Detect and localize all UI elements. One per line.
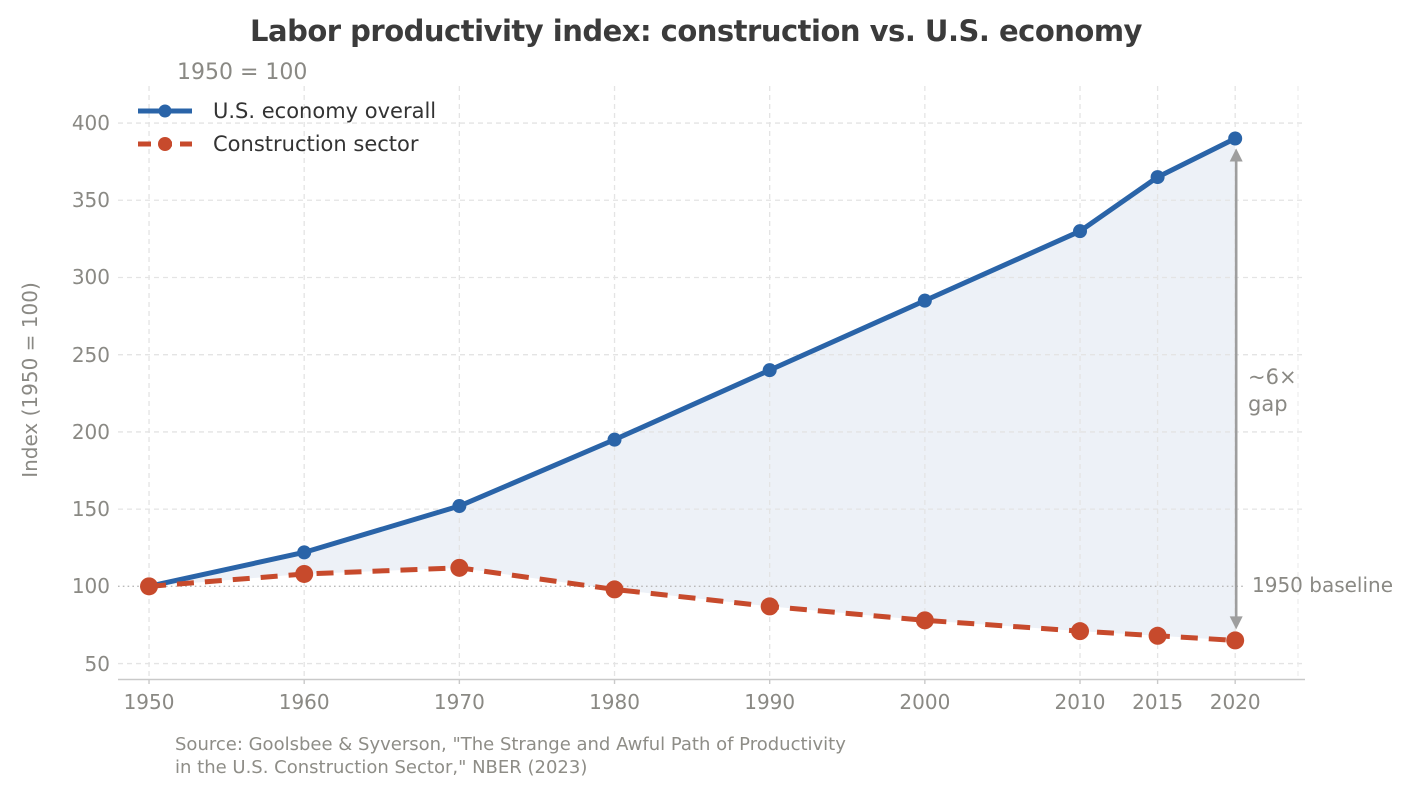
data-point-marker (917, 293, 932, 308)
data-point-marker (605, 580, 624, 599)
data-point-marker (1228, 131, 1243, 146)
y-tick-label: 50 (84, 651, 110, 676)
data-point-marker (1226, 631, 1245, 650)
y-tick-label: 250 (71, 342, 110, 367)
y-tick-label: 200 (71, 419, 110, 444)
economy-line-sample-icon (138, 104, 192, 118)
legend: U.S. economy overall Construction sector (137, 98, 436, 164)
gap-annotation: ~6× gap (1248, 365, 1297, 416)
chart-subtitle: 1950 = 100 (177, 60, 308, 85)
y-tick-label: 350 (71, 188, 110, 213)
x-tick-label: 1950 (123, 690, 175, 714)
data-point-marker (452, 499, 467, 514)
x-tick-label: 2000 (899, 690, 951, 714)
gap-fill-region (149, 138, 1236, 641)
x-tick-label: 2015 (1132, 690, 1184, 714)
legend-label-construction: Construction sector (213, 132, 419, 156)
y-tick-label: 150 (71, 497, 110, 522)
source-note: Source: Goolsbee & Syverson, "The Strang… (175, 733, 846, 779)
source-note-line2: in the U.S. Construction Sector," NBER (… (175, 757, 588, 778)
construction-line-sample-icon (138, 137, 192, 151)
y-tick-label: 100 (71, 574, 110, 599)
x-tick-label: 1970 (433, 690, 485, 714)
legend-label-economy: U.S. economy overall (213, 99, 437, 123)
data-point-marker (762, 363, 777, 378)
data-point-marker (915, 611, 934, 630)
data-point-marker (295, 564, 314, 583)
data-point-marker (450, 558, 469, 577)
source-note-line1: Source: Goolsbee & Syverson, "The Strang… (175, 734, 846, 755)
gap-arrow-head-up-icon (1229, 148, 1243, 162)
y-tick-label: 400 (71, 111, 110, 136)
data-point-marker (1148, 626, 1167, 645)
y-axis-label: Index (1950 = 100) (18, 282, 42, 478)
legend-item-economy: U.S. economy overall (137, 98, 436, 124)
data-point-marker (607, 432, 622, 447)
x-tick-label: 1990 (744, 690, 796, 714)
gap-arrow-head-down-icon (1229, 616, 1243, 630)
baseline-annotation: 1950 baseline (1252, 573, 1394, 597)
x-tick-label: 2010 (1054, 690, 1106, 714)
chart-title: Labor productivity index: construction v… (250, 14, 1142, 48)
data-point-marker (1071, 622, 1090, 641)
x-tick-label: 1960 (278, 690, 330, 714)
x-tick-label: 1980 (589, 690, 640, 714)
data-point-marker (1073, 224, 1088, 239)
legend-item-construction: Construction sector (137, 131, 436, 157)
y-tick-label: 300 (71, 265, 110, 290)
data-point-marker (760, 597, 779, 616)
data-point-marker (1150, 170, 1165, 185)
x-tick-label: 2020 (1209, 690, 1261, 714)
data-point-marker (297, 545, 312, 560)
data-point-marker (140, 577, 159, 596)
